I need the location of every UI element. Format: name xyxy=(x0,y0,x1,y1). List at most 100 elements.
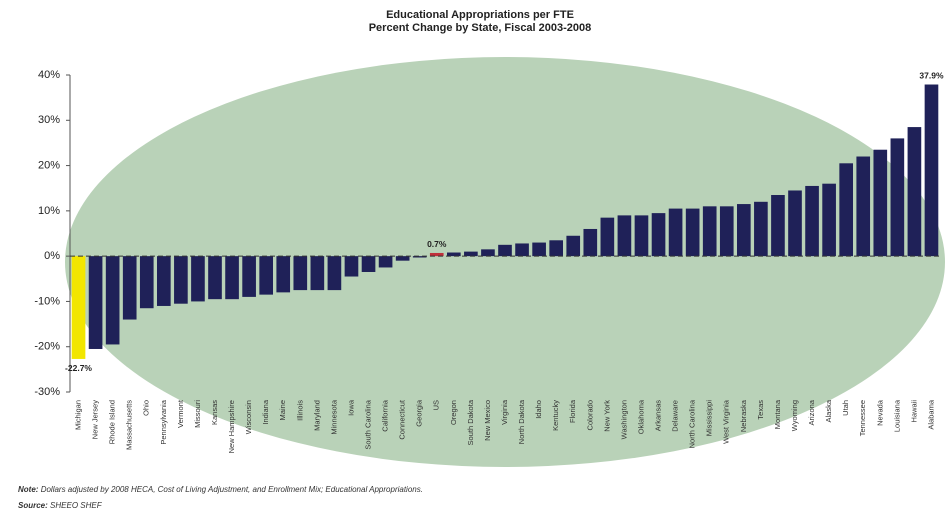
bar xyxy=(412,256,427,258)
x-tick-label: Connecticut xyxy=(398,399,407,440)
bar xyxy=(174,256,188,304)
bar xyxy=(771,195,785,257)
x-tick-label: South Carolina xyxy=(364,399,373,449)
x-tick-label: Ohio xyxy=(142,400,151,416)
bar xyxy=(788,190,802,257)
bar xyxy=(532,242,546,257)
x-tick-label: Louisiana xyxy=(892,399,901,432)
x-tick-label: North Carolina xyxy=(688,399,697,448)
bar xyxy=(327,256,342,291)
bar xyxy=(924,84,939,257)
bar xyxy=(395,256,410,261)
y-tick-label: 0% xyxy=(44,250,60,262)
bar xyxy=(737,204,751,257)
chart-subtitle: Percent Change by State, Fiscal 2003-200… xyxy=(369,22,592,34)
x-tick-label: Michigan xyxy=(74,400,83,430)
x-tick-label: Kentucky xyxy=(551,400,560,431)
bar xyxy=(668,208,683,257)
bar xyxy=(566,235,581,257)
x-tick-label: Washington xyxy=(619,400,628,439)
value-label: 0.7% xyxy=(427,239,447,249)
y-tick-label: 20% xyxy=(38,159,60,171)
source-label: Source: xyxy=(18,501,48,510)
x-tick-label: Florida xyxy=(568,399,577,423)
bar xyxy=(208,256,222,300)
x-tick-label: Wyoming xyxy=(790,400,799,431)
bar xyxy=(310,256,325,291)
x-tick-label: Tennessee xyxy=(858,400,867,436)
bar xyxy=(191,256,205,302)
bar xyxy=(105,256,120,345)
bar xyxy=(122,256,137,320)
bar xyxy=(702,206,717,257)
x-tick-label: New Mexico xyxy=(483,400,492,441)
background-ellipse xyxy=(65,57,945,467)
x-tick-label: Alabama xyxy=(926,399,935,429)
bar xyxy=(276,256,291,293)
bar xyxy=(88,256,103,349)
bar xyxy=(634,215,649,257)
x-tick-label: Pennsylvania xyxy=(159,399,168,444)
x-tick-label: Colorado xyxy=(585,400,594,430)
x-tick-label: Kansas xyxy=(210,400,219,425)
bar xyxy=(754,201,768,257)
bar xyxy=(429,252,444,257)
bar xyxy=(464,251,478,257)
bar xyxy=(447,252,461,257)
x-tick-label: Texas xyxy=(756,400,765,420)
bar xyxy=(481,249,495,257)
y-tick-label: -20% xyxy=(34,341,60,353)
bar xyxy=(242,256,256,297)
x-tick-label: Hawaii xyxy=(909,400,918,423)
bar xyxy=(873,149,888,257)
note: Note: Dollars adjusted by 2008 HECA, Cos… xyxy=(18,485,423,494)
bar xyxy=(856,156,871,257)
y-tick-label: -30% xyxy=(34,386,60,398)
y-tick-label: -10% xyxy=(34,295,60,307)
x-tick-label: Georgia xyxy=(415,399,424,427)
bar xyxy=(71,256,86,359)
x-tick-label: US xyxy=(432,400,441,410)
bar xyxy=(617,215,632,257)
y-tick-label: 40% xyxy=(38,69,60,81)
bar xyxy=(139,256,154,309)
bar xyxy=(515,243,529,257)
x-tick-label: Minnesota xyxy=(329,399,338,434)
bar xyxy=(498,244,512,257)
value-label: 37.9% xyxy=(919,71,944,81)
x-tick-label: Idaho xyxy=(534,400,543,419)
bar xyxy=(890,138,905,257)
bar xyxy=(907,127,922,257)
x-tick-label: Rhode Island xyxy=(108,400,117,444)
x-tick-label: Montana xyxy=(773,399,782,429)
bar xyxy=(719,206,734,257)
x-tick-label: Maryland xyxy=(312,400,321,431)
x-tick-label: Nebraska xyxy=(739,399,748,432)
x-tick-label: Nevada xyxy=(875,399,884,426)
source-text: SHEEO SHEF xyxy=(50,501,103,510)
x-tick-label: Illinois xyxy=(295,400,304,421)
bar xyxy=(839,163,853,257)
note-text: Dollars adjusted by 2008 HECA, Cost of L… xyxy=(41,485,423,494)
x-tick-label: Oklahoma xyxy=(636,399,645,434)
bar xyxy=(685,208,700,257)
bar xyxy=(344,256,359,277)
y-tick-label: 10% xyxy=(38,205,60,217)
x-tick-label: Utah xyxy=(841,400,850,416)
x-tick-label: Arkansas xyxy=(654,400,663,432)
chart-title: Educational Appropriations per FTE xyxy=(386,9,574,21)
y-tick-label: 30% xyxy=(38,114,60,126)
bar xyxy=(822,183,836,257)
x-tick-label: Missouri xyxy=(193,400,202,428)
bar xyxy=(225,256,239,300)
x-tick-label: Vermont xyxy=(176,399,185,428)
x-tick-label: South Dakota xyxy=(466,399,475,445)
x-tick-label: Wisconsin xyxy=(244,400,253,434)
x-tick-label: Oregon xyxy=(449,400,458,425)
bar xyxy=(805,185,819,257)
x-tick-label: West Virginia xyxy=(722,399,731,444)
x-tick-label: New York xyxy=(602,400,611,432)
bar xyxy=(361,256,376,272)
x-tick-label: Maine xyxy=(278,400,287,420)
